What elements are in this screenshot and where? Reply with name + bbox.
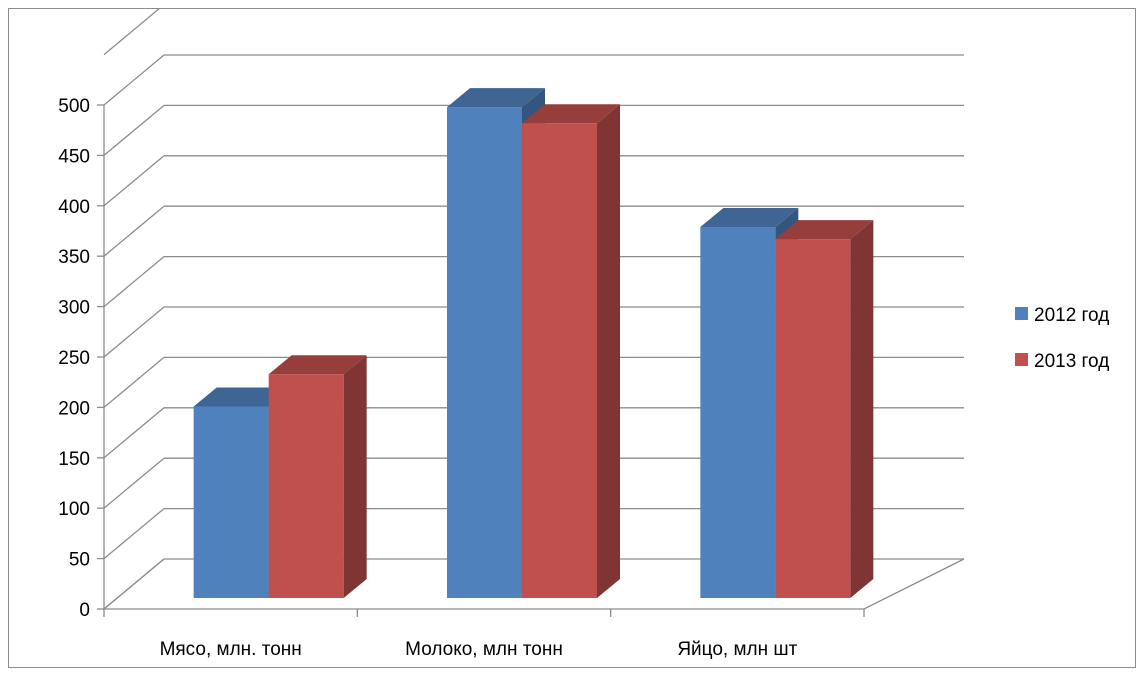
bar-top [447,88,545,108]
gridline-diagonal [103,104,165,156]
x-category-label: Молоко, млн тонн [405,639,563,660]
y-tick-label: 300 [58,298,90,319]
gridline-diagonal [103,356,165,408]
bar-side [850,220,874,599]
x-category-label: Яйцо, млн шт [677,639,797,660]
y-tick-label: 250 [58,348,90,369]
y-tick-label: 150 [58,449,90,470]
bar-front [193,406,269,598]
bar-front [447,107,522,598]
gridline-diagonal [103,205,165,257]
x-category-labels: Мясо, млн. тонн Молоко, млн тонн Яйцо, млн… [160,639,798,660]
y-tick-label: 500 [58,96,90,117]
x-category-label: Мясо, млн. тонн [160,639,302,660]
y-tick-label: 100 [58,499,90,520]
y-tick-labels: 0 50 100 150 200 250 300 350 400 450 500 [58,96,90,621]
legend-swatch [1015,353,1028,366]
bar-side [343,355,367,598]
gridline-diagonal [103,256,165,308]
bar [268,355,367,598]
legend-swatch [1015,307,1028,320]
legend-label: 2012 год [1034,305,1109,326]
bar-top [522,104,620,124]
bar-front [700,227,776,599]
gridline-diagonal [103,155,165,207]
bar [775,220,874,599]
bar-top [775,220,874,240]
axes [97,104,965,617]
gridline-diagonal [103,306,165,358]
bar-front [522,123,597,598]
gridline-diagonal [103,9,160,56]
gridline-diagonal [103,407,165,459]
bar-front [775,239,851,599]
y-tick-label: 200 [58,398,90,419]
y-tick-label: 350 [58,247,90,268]
legend: 2012 год 2013 год [1015,305,1109,372]
y-tick-label: 400 [58,197,90,218]
bar-top [268,355,367,375]
bar-side [597,104,620,598]
legend-entry: 2012 год [1015,305,1109,326]
chart-frame: 0 50 100 150 200 250 300 350 400 450 500 Мясо, млн… [8,8,1136,668]
gridline-diagonal [103,54,165,106]
legend-label: 2013 год [1034,351,1109,372]
bars [193,88,874,599]
gridline-diagonal [103,508,165,560]
bar-top [193,387,292,407]
bar-top [700,208,799,228]
y-tick-label: 0 [79,600,90,621]
legend-entry: 2013 год [1015,351,1109,372]
bar [522,104,620,598]
y-tick-label: 50 [69,550,90,571]
bar-front [268,374,344,598]
gridline-diagonal [103,457,165,509]
bar-chart: 0 50 100 150 200 250 300 350 400 450 500 Мясо, млн… [58,9,1109,660]
y-tick-label: 450 [58,146,90,167]
